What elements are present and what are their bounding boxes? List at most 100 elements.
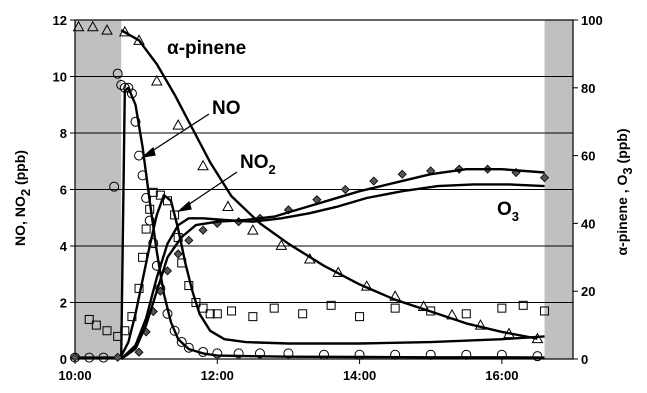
point-no_obs (425, 349, 436, 360)
point-pinene_obs (101, 24, 113, 35)
point-pinene_obs (247, 224, 259, 235)
y-right-tick-label: 40 (581, 216, 595, 231)
point-no2_obs (198, 303, 208, 313)
point-no_obs (169, 325, 180, 336)
y-right-tick-label: 80 (581, 81, 595, 96)
point-pinene_obs (275, 239, 288, 250)
point-no_obs (116, 79, 127, 90)
gridlines (75, 76, 573, 303)
point-no_obs (390, 349, 401, 360)
point-no2_obs (298, 309, 308, 319)
point-no_obs (109, 181, 120, 192)
point-no_obs (123, 82, 134, 93)
tick-labels: 0 2 4 6 8 10 12 0 20 40 60 80 100 10:00 12:00 14:00 16:0… (53, 13, 603, 383)
y-right-tick-label: 20 (581, 284, 595, 299)
arrow-no-head (140, 146, 156, 159)
point-o3_obs (113, 352, 123, 362)
x-tick-label: 10:00 (58, 368, 91, 383)
point-no2_obs (138, 252, 148, 262)
series-o3_model_a (120, 168, 545, 360)
point-o3_obs (340, 184, 350, 195)
x-tick-label: 12:00 (201, 368, 234, 383)
line-no2_model (120, 194, 545, 357)
point-o3_obs (173, 249, 183, 259)
point-no2_obs (518, 300, 528, 310)
point-no2_obs (205, 309, 215, 319)
line-no_model (75, 86, 545, 359)
point-pinene_obs (222, 200, 234, 211)
y-right-tick-label: 100 (581, 13, 603, 28)
point-no_obs (496, 349, 507, 360)
y-left-tick-label: 12 (53, 13, 67, 28)
point-no_obs (148, 238, 159, 249)
point-no_obs (183, 342, 194, 353)
point-pinene_obs (172, 119, 185, 130)
point-no_obs (461, 349, 472, 360)
y-left-axis-title: NO, NO2 (ppb) (12, 150, 33, 246)
point-o3_obs (539, 173, 550, 183)
point-pinene_obs (150, 74, 163, 86)
line-o3_model_b (120, 183, 545, 360)
line-pinene_model (120, 29, 538, 340)
point-no2_obs (212, 309, 222, 319)
arrow-no2 (184, 171, 238, 208)
point-o3_obs (369, 176, 379, 186)
point-o3_obs (184, 235, 194, 245)
arrow-no2-head (176, 200, 192, 213)
series-pinene_model (120, 29, 538, 340)
point-o3_obs (397, 169, 407, 179)
annotation-alpha-pinene: α-pinene (167, 38, 246, 59)
point-pinene_obs (417, 300, 430, 311)
point-no2_obs (426, 306, 436, 316)
line-o3_model_a (120, 168, 545, 360)
point-no2_obs (227, 306, 237, 316)
point-no_obs (176, 337, 187, 348)
series-no2_model (120, 194, 545, 357)
point-no2_obs (390, 303, 400, 313)
point-no2_obs (141, 224, 151, 234)
x-tick-label: 16:00 (485, 368, 518, 383)
point-no2_obs (113, 331, 123, 341)
point-no2_obs (497, 303, 507, 313)
y-left-tick-label: 6 (60, 183, 67, 198)
series-o3_model_b (120, 183, 545, 360)
point-no2_obs (540, 306, 550, 316)
series-no2_obs (84, 187, 550, 341)
y-left-tick-label: 8 (60, 126, 67, 141)
y-left-tick-label: 0 (60, 352, 67, 367)
y-right-tick-label: 0 (581, 352, 588, 367)
series-layer (70, 20, 550, 363)
point-pinene_obs (197, 159, 209, 171)
point-pinene_obs (474, 319, 487, 330)
point-o3_obs (198, 225, 208, 235)
y-left-tick-label: 10 (53, 70, 67, 85)
point-no2_obs (461, 309, 471, 319)
point-no2_obs (269, 303, 279, 313)
annotation-o3: O3 (497, 199, 519, 224)
arrow-no (148, 113, 210, 154)
y-left-tick-label: 4 (60, 239, 68, 254)
point-no2_obs (91, 320, 101, 330)
point-no_obs (233, 348, 244, 359)
point-no_obs (141, 192, 152, 203)
point-no_obs (212, 348, 223, 359)
point-no2_obs (248, 312, 258, 322)
annotation-no: NO (212, 98, 241, 119)
y-right-axis-title: α-pinene , O3 (ppb) (614, 128, 635, 255)
annotation-arrows (140, 113, 238, 213)
point-no_obs (319, 349, 329, 360)
point-no_obs (130, 116, 141, 127)
point-o3_obs (134, 347, 144, 357)
x-tick-label: 14:00 (343, 368, 376, 383)
point-no_obs (354, 349, 365, 360)
y-right-tick-label: 60 (581, 149, 595, 164)
point-no_obs (112, 68, 123, 79)
point-no_obs (254, 348, 265, 359)
series-no_model (75, 86, 545, 359)
point-pinene_obs (72, 20, 85, 32)
point-no_obs (532, 351, 543, 362)
point-no2_obs (148, 187, 158, 197)
point-o3_obs (70, 352, 80, 362)
point-pinene_obs (86, 20, 99, 32)
